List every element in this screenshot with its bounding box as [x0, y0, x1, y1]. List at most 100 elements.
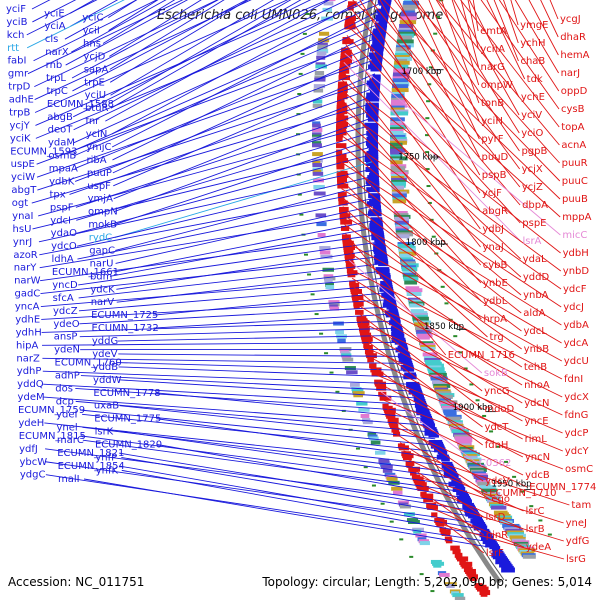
- forward-gene: [366, 201, 381, 207]
- reverse-gene: [379, 395, 392, 401]
- cog-block: [399, 20, 417, 25]
- gene-label: ECUMN_1661: [52, 267, 119, 278]
- gene-label: ydcX: [564, 392, 589, 403]
- cog-block: [401, 267, 418, 272]
- cog-block: [358, 407, 370, 412]
- gene-label: malI: [58, 474, 80, 485]
- reverse-gene: [344, 24, 356, 30]
- reverse-gene: [421, 493, 434, 499]
- cog-block: [446, 583, 455, 588]
- cog-block: [391, 185, 405, 190]
- gene-label: trpL: [46, 73, 66, 84]
- gene-leader: [153, 313, 393, 329]
- gene-label: ldhA: [51, 254, 73, 265]
- gene-leader: [341, 188, 562, 326]
- gene-leader: [426, 499, 564, 542]
- feature-mark: [300, 52, 305, 55]
- gene-label: lsrD: [486, 512, 506, 523]
- gene-label: fnr: [85, 116, 100, 127]
- gene-leader: [119, 405, 436, 440]
- feature-mark: [363, 466, 368, 469]
- reverse-gene: [403, 455, 412, 461]
- gene-label: fdnH: [485, 440, 509, 451]
- forward-gene: [366, 130, 379, 136]
- cog-block: [312, 158, 323, 163]
- gene-label: ydaO: [51, 228, 77, 239]
- gene-leader: [41, 299, 390, 320]
- gene-label: narG: [481, 62, 505, 73]
- reverse-gene: [336, 111, 345, 117]
- gene-label: hns: [83, 38, 101, 49]
- reverse-gene: [345, 15, 356, 21]
- cog-block: [386, 476, 398, 481]
- gene-leader: [114, 139, 373, 226]
- gene-leader: [414, 475, 564, 524]
- gene-label: yciI: [83, 26, 100, 37]
- feature-mark: [475, 399, 480, 402]
- cog-block: [312, 103, 323, 108]
- gene-leader: [38, 124, 373, 217]
- gene-leader: [75, 388, 424, 413]
- gene-leader: [460, 0, 560, 128]
- accession-label: Accession: NC_011751: [8, 575, 145, 589]
- gene-leader: [383, 399, 564, 470]
- cog-block: [324, 0, 336, 2]
- gene-leader: [357, 304, 523, 404]
- feature-mark: [453, 335, 458, 338]
- cog-block: [312, 132, 322, 137]
- cog-block: [312, 152, 323, 157]
- cog-block: [390, 166, 406, 171]
- gene-label: mppA: [562, 212, 591, 223]
- gene-leader: [358, 313, 483, 410]
- reverse-gene: [452, 549, 461, 555]
- gene-leader: [352, 0, 561, 200]
- kbp-label: 1700 kbp: [402, 67, 442, 77]
- cog-block: [451, 429, 469, 434]
- feature-mark: [297, 92, 302, 95]
- kbp-label: 1950 kbp: [491, 480, 531, 490]
- gene-leader: [109, 0, 225, 70]
- gene-label: ydeM: [18, 392, 45, 403]
- gene-label: fabI: [8, 56, 27, 67]
- reverse-gene: [427, 504, 438, 510]
- gene-label: ECUMN_1725: [91, 310, 158, 321]
- gene-label: yddW: [93, 375, 122, 386]
- gene-leader: [35, 0, 329, 126]
- gene-leader: [372, 365, 483, 446]
- gene-leader: [394, 0, 521, 170]
- gene-leader: [342, 71, 481, 248]
- cog-block: [392, 78, 409, 83]
- reverse-gene: [338, 200, 348, 206]
- gene-leader: [156, 444, 465, 499]
- gene-leader: [73, 0, 312, 118]
- gene-leader: [340, 116, 522, 278]
- gene-label: ycgJ: [560, 14, 581, 25]
- gene-label: bdm: [90, 271, 112, 282]
- reverse-gene: [337, 192, 347, 198]
- gene-label: gmr: [8, 69, 29, 80]
- feature-mark: [304, 253, 309, 256]
- forward-gene: [378, 18, 388, 24]
- cog-block: [312, 167, 323, 172]
- gene-label: ribA: [86, 155, 106, 166]
- cog-block: [404, 280, 418, 285]
- feature-mark: [335, 390, 340, 393]
- gene-label: pspF: [50, 202, 74, 213]
- gene-leader: [486, 0, 526, 80]
- feature-mark: [435, 15, 440, 18]
- gene-label: ydhE: [15, 314, 40, 325]
- gene-leader: [43, 383, 422, 406]
- feature-mark: [296, 133, 301, 136]
- cog-block: [367, 432, 377, 437]
- gene-leader: [119, 379, 419, 399]
- gene-leader: [386, 408, 524, 476]
- cog-block: [315, 64, 327, 69]
- cog-block: [419, 541, 430, 546]
- feature-mark: [431, 235, 436, 238]
- reverse-gene: [339, 62, 351, 68]
- gene-label: yciV: [521, 110, 542, 121]
- cog-block: [403, 0, 416, 2]
- gene-leader: [45, 448, 469, 505]
- gene-label: ynfP: [95, 452, 117, 463]
